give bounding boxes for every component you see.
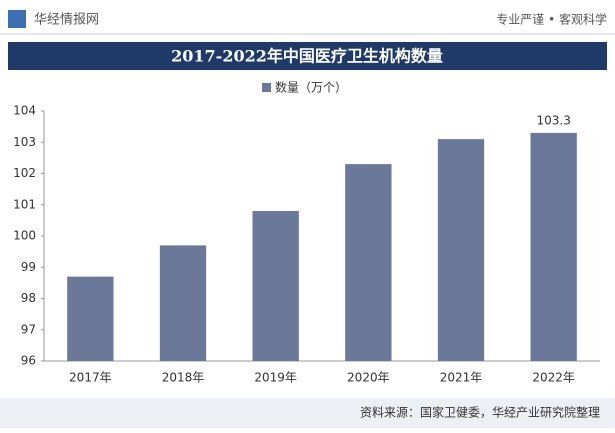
bar <box>159 245 207 361</box>
y-tick-label: 98 <box>21 291 36 305</box>
y-tick-label: 104 <box>13 104 36 118</box>
x-tick-label: 2022年 <box>532 371 575 385</box>
legend-swatch <box>262 83 271 92</box>
y-tick-label: 97 <box>21 322 36 336</box>
y-tick-label: 100 <box>13 229 36 243</box>
x-tick-label: 2021年 <box>440 371 483 385</box>
x-tick-label: 2020年 <box>347 371 390 385</box>
brand: 华经情报网 <box>34 13 99 28</box>
bar <box>67 276 114 361</box>
y-tick-label: 101 <box>13 197 36 211</box>
bar <box>345 164 392 361</box>
footer-band <box>0 398 615 428</box>
x-tick-label: 2018年 <box>162 371 205 385</box>
y-tick-label: 103 <box>13 135 36 149</box>
value-label: 103.3 <box>536 113 570 127</box>
source: 资料来源：国家卫健委，华经产业研究院整理 <box>360 405 600 420</box>
bar <box>530 132 577 361</box>
slogan: 专业严谨 • 客观科学 <box>496 12 607 27</box>
bar <box>252 211 299 361</box>
legend-label: 数量（万个） <box>275 80 347 95</box>
y-tick-label: 99 <box>21 260 36 274</box>
x-tick-label: 2017年 <box>69 371 112 385</box>
y-tick-label: 102 <box>13 166 36 180</box>
bar <box>437 139 485 361</box>
y-tick-label: 96 <box>21 354 36 368</box>
brand-logo <box>8 10 26 28</box>
title-banner <box>8 42 607 70</box>
chart-title: 2017-2022年中国医疗卫生机构数量 <box>171 47 443 66</box>
x-tick-label: 2019年 <box>254 371 297 385</box>
